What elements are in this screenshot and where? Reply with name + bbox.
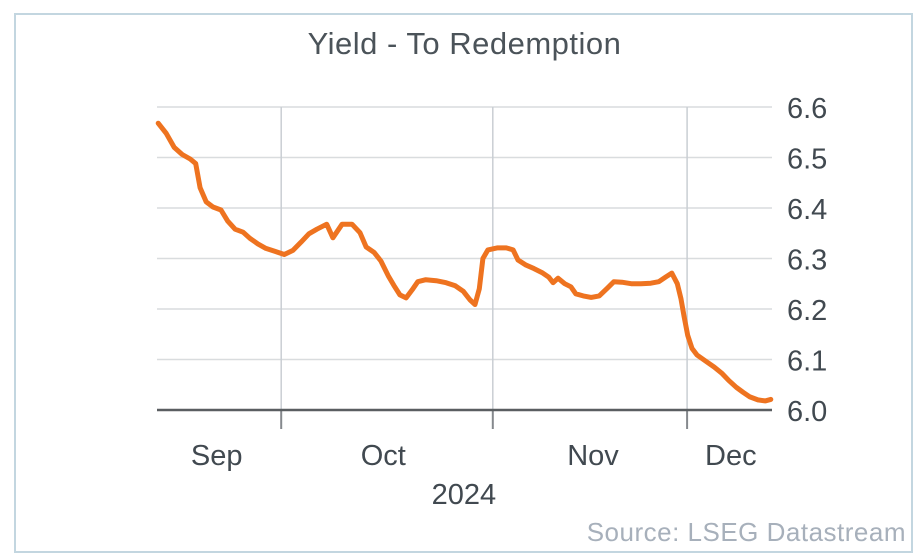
x-tick-label: Nov [567, 440, 619, 472]
x-tick-label: Dec [705, 440, 757, 472]
y-tick-label: 6.4 [787, 194, 827, 226]
x-tick-label: Oct [361, 440, 406, 472]
year-label: 2024 [432, 479, 497, 511]
y-tick-label: 6.1 [787, 346, 827, 378]
source-credit: Source: LSEG Datastream [586, 517, 906, 547]
yield-line-series [155, 120, 774, 404]
y-tick-label: 6.6 [787, 93, 827, 125]
chart-title: Yield - To Redemption [307, 26, 622, 61]
y-tick-label: 6.2 [787, 295, 827, 327]
y-tick-label: 6.3 [787, 245, 827, 277]
y-tick-label: 6.5 [787, 144, 827, 176]
y-tick-label: 6.0 [787, 396, 827, 428]
x-tick-label: Sep [191, 440, 243, 472]
